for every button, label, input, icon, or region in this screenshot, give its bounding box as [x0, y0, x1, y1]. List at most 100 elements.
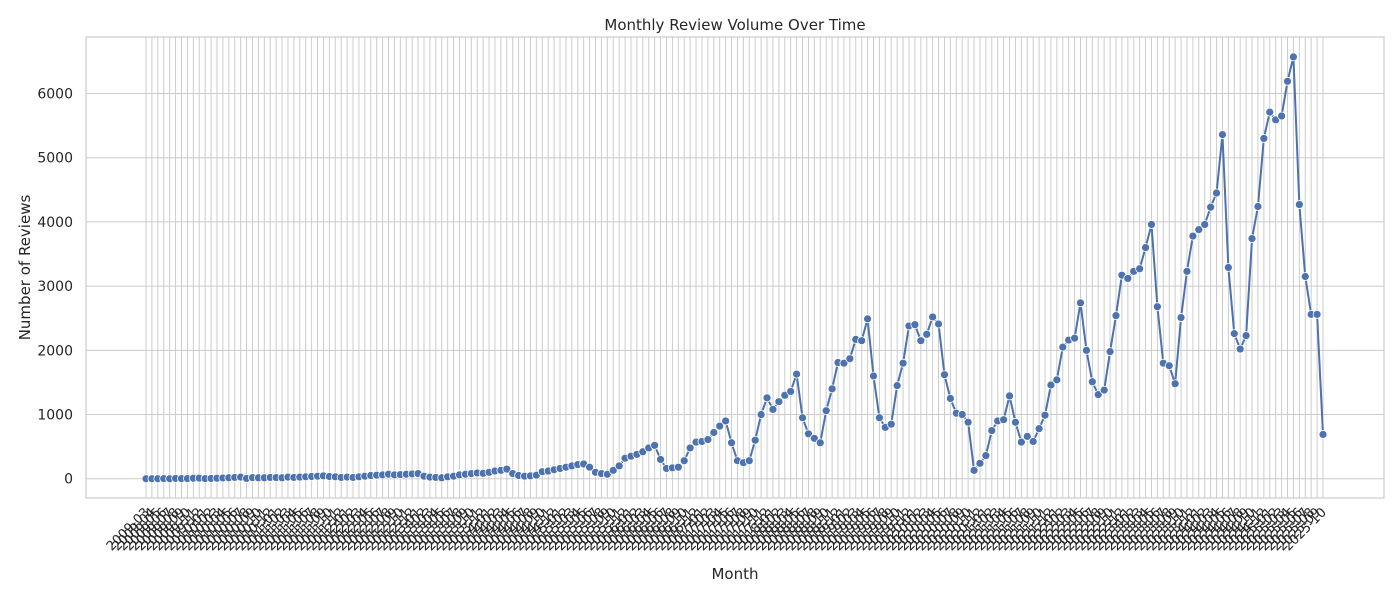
data-point: [999, 415, 1009, 425]
data-point: [1312, 309, 1322, 319]
y-tick-label: 4000: [37, 215, 73, 231]
data-point: [940, 370, 949, 380]
data-point: [1111, 311, 1121, 321]
data-point: [1194, 225, 1204, 235]
data-point: [969, 465, 979, 475]
data-point: [673, 462, 683, 472]
data-point: [1176, 313, 1186, 322]
data-point: [1147, 220, 1156, 229]
data-point: [1040, 410, 1050, 420]
data-point: [1289, 52, 1298, 62]
data-point: [1223, 263, 1233, 272]
data-point: [863, 314, 872, 324]
data-point: [945, 394, 955, 403]
data-point: [928, 312, 938, 322]
data-point: [981, 451, 991, 461]
data-point: [762, 393, 772, 403]
data-point: [1070, 333, 1079, 343]
data-point: [875, 413, 884, 423]
data-point: [650, 440, 660, 450]
data-point: [1152, 302, 1162, 312]
data-point: [685, 443, 695, 453]
series-line: [146, 55, 1324, 480]
data-point: [845, 354, 855, 364]
data-point: [809, 433, 819, 443]
data-point: [1058, 342, 1068, 352]
data-point: [804, 429, 813, 439]
data-point: [987, 426, 997, 435]
data-point: [502, 464, 512, 474]
data-point: [774, 397, 784, 407]
data-point: [1247, 234, 1257, 244]
data-point: [1164, 361, 1174, 371]
data-point: [1235, 344, 1245, 354]
data-point: [1011, 417, 1020, 427]
data-point: [750, 435, 760, 445]
data-point: [608, 465, 618, 475]
data-point: [1188, 231, 1198, 241]
data-point: [886, 419, 896, 429]
data-point: [839, 358, 849, 368]
data-point: [1022, 431, 1032, 441]
data-point: [1241, 331, 1251, 340]
grid: [86, 37, 1384, 498]
data-point: [1253, 202, 1263, 211]
data-point: [1218, 130, 1227, 139]
data-point: [821, 406, 831, 416]
data-point: [934, 319, 943, 329]
data-point: [963, 417, 973, 427]
data-point: [898, 358, 908, 368]
y-tick-label: 6000: [37, 87, 73, 103]
data-point: [1076, 298, 1085, 308]
data-point: [1082, 345, 1091, 355]
data-point: [892, 381, 902, 391]
data-point: [1005, 391, 1014, 401]
data-point: [614, 461, 624, 471]
data-point: [786, 387, 796, 396]
data-point: [1318, 430, 1328, 439]
data-point: [792, 369, 802, 379]
y-tick-label: 3000: [37, 279, 73, 295]
data-point: [1087, 377, 1097, 387]
data-point: [1283, 76, 1292, 86]
data-point: [744, 456, 754, 466]
y-tick-label: 5000: [37, 151, 73, 167]
data-point: [975, 458, 985, 468]
data-point: [1016, 437, 1026, 447]
y-tick-label: 2000: [37, 343, 73, 359]
data-point: [1141, 243, 1150, 252]
data-point: [957, 410, 967, 419]
data-points: [141, 52, 1328, 484]
data-point: [1052, 375, 1062, 385]
data-point: [727, 438, 736, 448]
data-point: [721, 416, 731, 426]
y-tick-labels: 0 1000 2000 3000 4000 5000 6000: [37, 87, 73, 488]
data-point: [1135, 264, 1145, 274]
data-point: [1259, 134, 1269, 143]
data-point: [585, 462, 594, 472]
data-point: [1294, 200, 1304, 209]
data-point: [1099, 385, 1109, 395]
data-point: [922, 329, 932, 339]
y-axis-label: Number of Reviews: [16, 195, 34, 341]
data-point: [1170, 379, 1180, 389]
data-point: [1277, 111, 1286, 121]
data-point: [815, 438, 825, 448]
data-point: [715, 421, 725, 431]
data-point: [709, 428, 719, 437]
data-point: [1212, 188, 1221, 198]
data-point: [827, 384, 837, 394]
data-point: [869, 371, 878, 381]
data-point: [679, 456, 689, 466]
data-point: [1046, 380, 1056, 390]
data-point: [1265, 107, 1275, 117]
data-point: [1200, 220, 1210, 229]
data-point: [756, 410, 766, 419]
y-tick-label: 1000: [37, 408, 73, 424]
x-axis-label: Month: [711, 565, 758, 583]
y-tick-label: 0: [64, 472, 73, 488]
x-tick-labels: 2009-032009-042009-052009-062009-072009-…: [104, 505, 1330, 554]
data-point: [1206, 202, 1216, 212]
